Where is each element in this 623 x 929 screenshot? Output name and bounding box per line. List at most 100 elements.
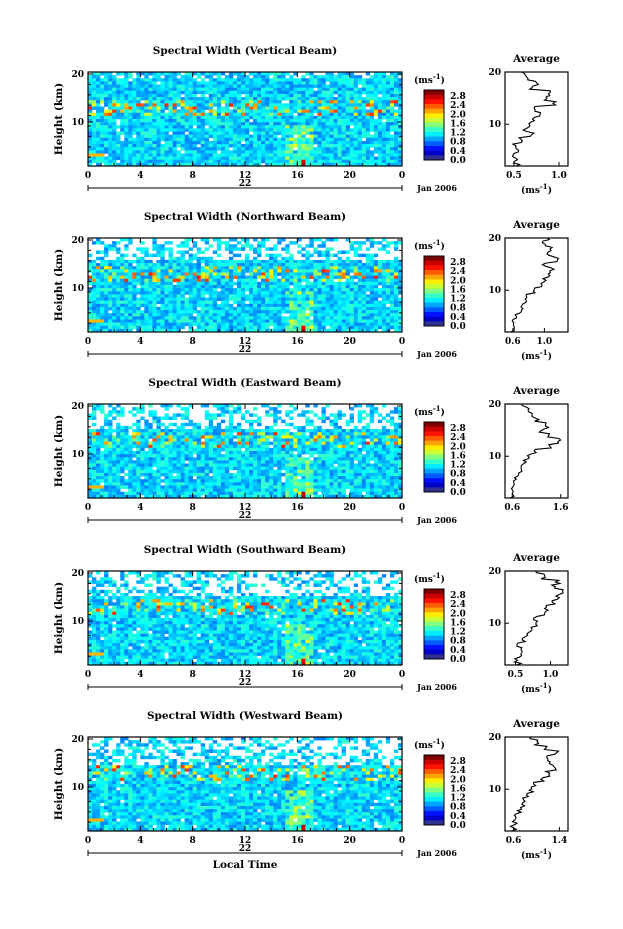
heatmap-cell — [265, 272, 270, 276]
heatmap-cell — [160, 90, 165, 95]
heatmap-cell — [212, 131, 218, 135]
heatmap-cell — [337, 410, 342, 414]
heatmap-cell — [257, 72, 262, 76]
heatmap-cell — [156, 269, 161, 273]
heatmap-cell — [365, 72, 371, 76]
heatmap-cell — [357, 112, 363, 117]
heatmap-cell — [317, 103, 322, 107]
heatmap-cell — [269, 294, 274, 298]
heatmap-cell — [273, 125, 278, 129]
heatmap-cell — [285, 115, 290, 120]
heatmap-cell — [156, 72, 161, 76]
heatmap-cell — [261, 106, 266, 110]
heatmap-cell — [156, 263, 161, 267]
heatmap-cell — [168, 147, 173, 151]
heatmap-cell — [333, 281, 338, 286]
heatmap-cell — [393, 125, 399, 129]
heatmap-cell — [269, 159, 274, 164]
heatmap-cell — [349, 325, 354, 330]
heatmap-cell — [196, 300, 202, 305]
heatmap-cell — [397, 119, 403, 123]
heatmap-cell — [357, 75, 363, 79]
heatmap-cell — [265, 90, 270, 95]
heatmap-cell — [393, 263, 399, 267]
heatmap-cell — [180, 244, 185, 248]
heatmap-cell — [220, 128, 226, 132]
heatmap-cell — [289, 125, 294, 129]
heatmap-cell — [325, 278, 330, 283]
heatmap-cell — [128, 90, 133, 95]
heatmap-cell — [120, 291, 125, 295]
heatmap-cell — [188, 128, 193, 132]
heatmap-cell — [337, 122, 342, 126]
heatmap-cell — [96, 137, 101, 142]
heatmap-cell — [212, 294, 218, 298]
heatmap-cell — [180, 103, 185, 107]
heatmap-cell — [273, 263, 278, 267]
heatmap-cell — [168, 328, 173, 333]
heatmap-cell — [92, 119, 97, 123]
heatmap-cell — [228, 140, 234, 145]
heatmap-cell — [265, 153, 270, 157]
heatmap-cell — [144, 144, 149, 148]
heatmap-cell — [132, 313, 137, 317]
heatmap-cell — [88, 291, 93, 295]
heatmap-cell — [253, 128, 258, 132]
heatmap-cell — [369, 144, 375, 148]
heatmap-cell — [357, 432, 363, 436]
heatmap-cell — [108, 413, 113, 417]
heatmap-cell — [116, 303, 121, 308]
heatmap-cell — [136, 438, 141, 442]
heatmap-cell — [112, 438, 117, 442]
heatmap-cells — [88, 72, 403, 167]
heatmap-cell — [281, 87, 286, 92]
heatmap-cell — [216, 109, 222, 114]
heatmap-cell — [176, 266, 181, 270]
heatmap-cell — [176, 119, 181, 123]
heatmap-cell — [301, 125, 306, 129]
heatmap-cell — [96, 81, 101, 85]
heatmap-cell — [297, 319, 302, 323]
heatmap-cell — [188, 438, 193, 442]
heatmap-cell — [337, 435, 342, 439]
heatmap-cell — [176, 150, 181, 154]
heatmap-cell — [269, 87, 274, 92]
heatmap-cell — [96, 119, 101, 123]
heatmap-cell — [257, 122, 262, 126]
heatmap-cell — [365, 303, 371, 308]
heatmap-cell — [88, 325, 93, 330]
heatmap-cell — [285, 84, 290, 88]
heatmap-cell — [281, 78, 286, 82]
heatmap-cell — [301, 134, 306, 139]
heatmap-cell — [257, 119, 262, 123]
heatmap-cell — [337, 87, 342, 92]
heatmap-cell — [253, 322, 258, 327]
heatmap-cell — [96, 319, 101, 323]
heatmap-cell — [124, 316, 129, 320]
heatmap-cell — [236, 100, 242, 104]
heatmap-cell — [148, 266, 153, 270]
heatmap-cell — [156, 137, 161, 142]
heatmap-cell — [240, 278, 246, 283]
heatmap-cell — [160, 153, 165, 157]
heatmap-cell — [301, 435, 306, 439]
heatmap-cell — [373, 325, 379, 330]
heatmap-cell — [357, 404, 363, 408]
heatmap-cell — [144, 319, 149, 323]
heatmap-cell — [140, 131, 145, 135]
heatmap-cell — [152, 90, 157, 95]
heatmap-cell — [341, 322, 346, 327]
heatmap-cell — [140, 435, 145, 439]
heatmap-cell — [381, 435, 387, 439]
heatmap-cell — [240, 303, 246, 308]
heatmap-cell — [353, 100, 359, 104]
heatmap-cell — [228, 272, 234, 276]
heatmap-cell — [285, 303, 290, 308]
heatmap-cell — [377, 156, 383, 161]
heatmap-cell — [249, 288, 254, 292]
heatmap-cell — [192, 300, 197, 305]
heatmap-cell — [172, 162, 177, 167]
heatmap-cell — [148, 319, 153, 323]
heatmap-cell — [397, 407, 403, 411]
heatmap-cell — [269, 303, 274, 308]
